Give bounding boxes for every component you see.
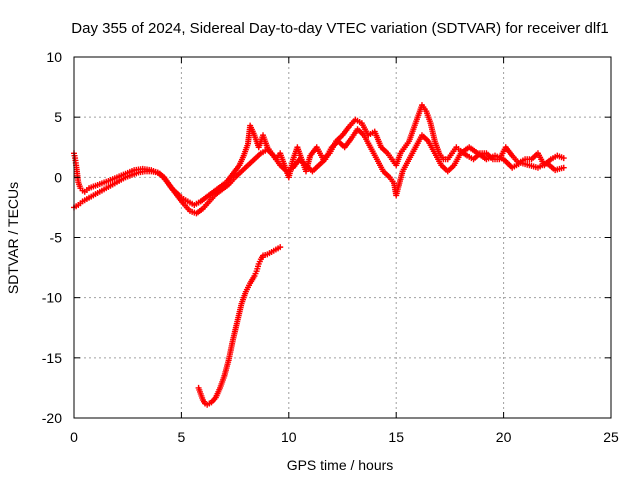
ticks [73, 56, 612, 419]
x-tick-label: 5 [178, 429, 186, 445]
y-tick-label: -5 [50, 230, 63, 246]
y-tick-label: -10 [42, 290, 62, 306]
data-point [560, 164, 567, 171]
y-tick-label: 5 [54, 109, 62, 125]
y-tick-label: 0 [54, 169, 62, 185]
data-point [277, 244, 284, 251]
y-axis-label: SDTVAR / TECUs [5, 182, 21, 294]
series [71, 126, 567, 217]
data-point [560, 155, 567, 162]
x-tick-label: 20 [496, 429, 512, 445]
data-points [71, 102, 567, 408]
series [195, 244, 284, 408]
x-tick-label: 25 [603, 429, 619, 445]
y-tick-label: 10 [46, 49, 62, 65]
grid [74, 57, 611, 418]
tick-labels: 0 5 10 15 20 25 -20 -15 -10 -5 0 5 10 [42, 49, 619, 445]
x-tick-label: 0 [70, 429, 78, 445]
x-axis-label: GPS time / hours [287, 457, 394, 473]
y-tick-label: -20 [42, 410, 62, 426]
chart-title: Day 355 of 2024, Sidereal Day-to-day VTE… [71, 20, 608, 37]
x-tick-label: 15 [388, 429, 404, 445]
x-tick-label: 10 [281, 429, 297, 445]
y-tick-label: -15 [42, 350, 62, 366]
